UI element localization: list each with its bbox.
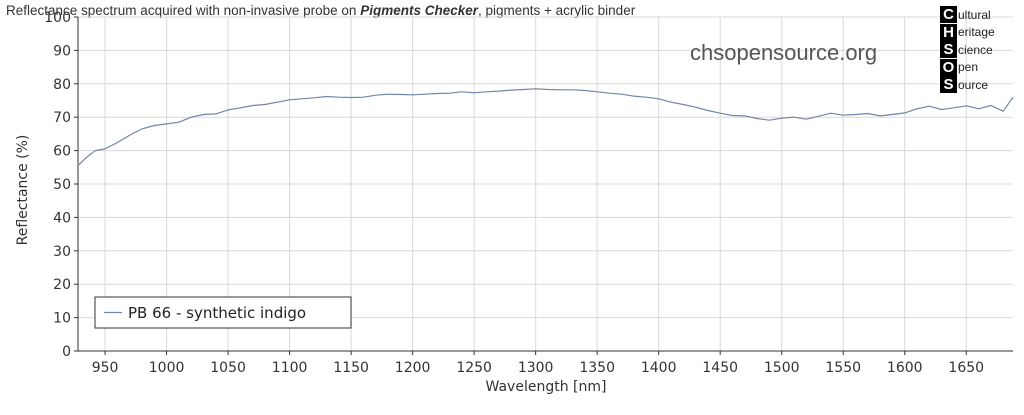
- x-tick-label: 1550: [825, 360, 861, 376]
- tick-labels: 950 1000 1050 1100 1150 1200 1250 1300 1350 1400 1…: [44, 10, 984, 376]
- legend-label: PB 66 - synthetic indigo: [128, 304, 306, 322]
- x-axis-title: Wavelength [nm]: [486, 379, 607, 395]
- grid: [78, 16, 1013, 352]
- legend: PB 66 - synthetic indigo: [94, 296, 352, 329]
- series-line-pb66: [77, 88, 1014, 167]
- y-tick-label: 50: [53, 177, 71, 193]
- y-tick-label: 20: [53, 277, 71, 293]
- y-tick-label: 10: [53, 311, 71, 327]
- logo-word: ultural: [958, 7, 991, 22]
- x-tick-label: 1400: [641, 360, 677, 376]
- x-tick-label: 950: [92, 360, 119, 376]
- y-tick-label: 0: [62, 344, 71, 360]
- logo-letter: O: [940, 58, 957, 76]
- logo-letter: H: [940, 23, 957, 41]
- x-tick-label: 1050: [210, 360, 246, 376]
- x-tick-label: 1350: [579, 360, 615, 376]
- y-tick-label: 70: [53, 110, 71, 126]
- series-layer: [77, 88, 1014, 167]
- y-tick-label: 90: [53, 43, 71, 59]
- chart-title: Reflectance spectrum acquired with non-i…: [6, 3, 636, 18]
- logo-word: eritage: [958, 25, 995, 39]
- x-tick-label: 1000: [149, 360, 185, 376]
- x-tick-label: 1300: [518, 360, 554, 376]
- logo-letter: S: [940, 41, 957, 58]
- x-tick-label: 1200: [395, 360, 431, 376]
- watermark-url: chsopensource.org: [690, 40, 878, 65]
- axes: [74, 16, 1013, 355]
- logo-word: pen: [958, 60, 979, 74]
- logo-letter: S: [940, 76, 957, 93]
- x-tick-label: 1100: [272, 360, 308, 376]
- y-tick-label: 80: [53, 77, 71, 93]
- x-tick-label: 1450: [702, 360, 738, 376]
- y-tick-label: 100: [44, 10, 71, 26]
- y-axis-title: Reflectance (%): [15, 135, 31, 246]
- legend-box: [94, 296, 352, 329]
- y-tick-label: 30: [53, 244, 71, 260]
- logo-letter: C: [940, 6, 957, 23]
- y-tick-label: 40: [53, 210, 71, 226]
- y-tick-label: 60: [53, 144, 71, 160]
- x-tick-label: 1500: [764, 360, 800, 376]
- logo-word: ource: [958, 77, 989, 92]
- x-tick-label: 1600: [887, 360, 923, 376]
- x-tick-label: 1150: [333, 360, 369, 376]
- logo-word: cience: [958, 42, 993, 57]
- x-tick-label: 1650: [948, 360, 984, 376]
- x-tick-label: 1250: [456, 360, 492, 376]
